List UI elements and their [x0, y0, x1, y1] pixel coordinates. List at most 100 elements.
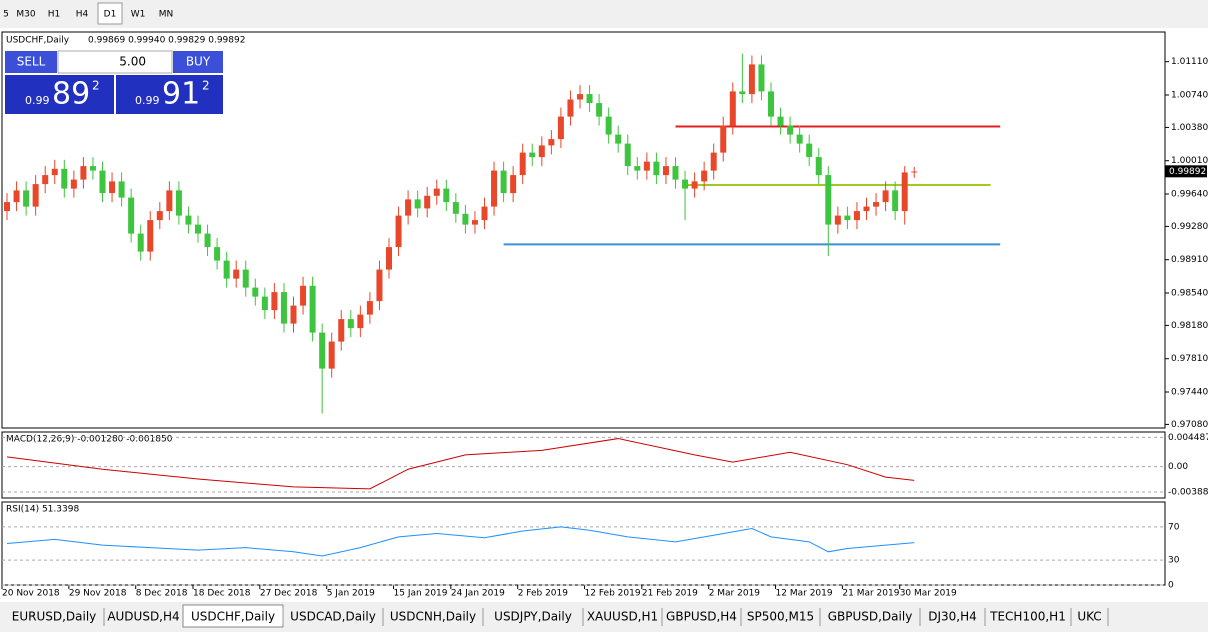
lots-value: 5.00 — [119, 55, 146, 69]
candle-body — [185, 215, 192, 225]
candle-body — [252, 287, 259, 297]
y-tick-label: 1.01110 — [1171, 57, 1208, 67]
tab[interactable]: USDJPY,Daily — [494, 610, 572, 624]
rsi-pane — [1, 501, 1166, 586]
period-button[interactable]: M30 — [16, 10, 35, 20]
candle-body — [796, 134, 803, 144]
candle-body — [223, 260, 230, 279]
candle-body — [596, 103, 603, 117]
sell-label: SELL — [17, 55, 46, 69]
candle-body — [643, 161, 650, 171]
x-tick-label: 30 Mar 2019 — [900, 589, 957, 599]
candle-body — [80, 166, 87, 180]
candle-body — [214, 247, 221, 261]
period-button[interactable]: H1 — [48, 10, 61, 20]
candle-body — [405, 199, 412, 216]
macd-tick-label: -0.003883 — [1168, 487, 1208, 497]
candle-body — [701, 170, 708, 182]
candle-body — [748, 64, 755, 95]
rsi-title: RSI(14) 51.3398 — [6, 505, 79, 515]
lots-input[interactable] — [57, 50, 173, 74]
candle-body — [99, 170, 106, 194]
period-button[interactable]: 5 — [3, 10, 9, 20]
candle-body — [768, 91, 774, 117]
x-tick-label: 24 Jan 2019 — [451, 589, 505, 599]
candle-body — [739, 91, 746, 95]
y-tick-label: 0.99280 — [1171, 222, 1208, 232]
y-tick-label: 0.99640 — [1171, 190, 1208, 200]
candle-body — [61, 168, 68, 189]
sell-button[interactable] — [5, 51, 57, 73]
candle-body — [634, 166, 641, 171]
tab[interactable]: DJ30,H4 — [928, 610, 977, 624]
x-tick-label: 2 Mar 2019 — [709, 589, 761, 599]
tab[interactable]: EURUSD,Daily — [12, 610, 97, 624]
tab[interactable]: GBPUSD,Daily — [828, 610, 913, 624]
candle-body — [424, 195, 431, 209]
tab[interactable]: XAUUSD,H1 — [587, 610, 658, 624]
tab[interactable]: TECH100,H1 — [989, 610, 1066, 624]
period-button[interactable]: W1 — [131, 10, 146, 20]
candle-body — [261, 296, 268, 311]
x-tick-label: 2 Feb 2019 — [518, 589, 569, 599]
candle-body — [691, 181, 698, 189]
candle-body — [548, 139, 555, 146]
candle-body — [500, 170, 507, 194]
candle-body — [118, 181, 125, 198]
macd-pane — [1, 431, 1166, 499]
candle-body — [844, 215, 851, 221]
candle-body — [873, 202, 880, 207]
period-active — [97, 2, 123, 25]
candle-body — [204, 233, 211, 248]
y-tick-label: 0.97810 — [1171, 354, 1208, 364]
tab[interactable]: AUDUSD,H4 — [107, 610, 179, 624]
tab[interactable]: SP500,M15 — [747, 610, 814, 624]
candle-body — [147, 220, 154, 252]
candle-body — [13, 190, 20, 203]
candle-body — [911, 171, 918, 173]
x-tick-label: 21 Feb 2019 — [642, 589, 698, 599]
tab[interactable]: USDCAD,Daily — [290, 610, 376, 624]
tab[interactable]: UKC — [1077, 610, 1101, 624]
candle-body — [109, 181, 116, 194]
buy-button[interactable] — [173, 51, 223, 73]
period-button[interactable]: MN — [159, 10, 174, 20]
candle-body — [863, 206, 870, 212]
period-button[interactable]: D1 — [104, 10, 117, 20]
candle-body — [128, 197, 135, 234]
tab[interactable]: USDCNH,Daily — [390, 610, 476, 624]
x-tick-label: 20 Nov 2018 — [2, 589, 60, 599]
candle-body — [901, 172, 908, 212]
bid-sup: 2 — [92, 79, 100, 93]
quote: 0.99869 0.99940 0.99829 0.99892 — [88, 36, 245, 46]
candle-body — [605, 116, 612, 135]
candle-body — [137, 233, 144, 252]
bid-box[interactable] — [5, 75, 114, 114]
candle-body — [529, 152, 536, 158]
rsi-tick-label: 30 — [1168, 556, 1180, 566]
tab[interactable]: GBPUSD,H4 — [666, 610, 737, 624]
ask-box[interactable] — [116, 75, 223, 114]
candle-body — [347, 319, 354, 329]
y-tick-label: 0.97080 — [1171, 420, 1208, 430]
candle-body — [300, 285, 307, 306]
candle-body — [271, 292, 278, 311]
y-tick-label: 0.98910 — [1171, 255, 1208, 265]
candle-body — [462, 213, 469, 225]
candle-body — [42, 175, 49, 185]
candle-body — [806, 143, 813, 158]
ask-prefix: 0.99 — [135, 94, 160, 107]
candle-body — [386, 247, 392, 270]
trade-panel: SELL 5.00 BUY 0.99 89 2 0.99 91 2 — [5, 50, 223, 114]
rsi-tick-label: 0 — [1168, 581, 1174, 591]
tab[interactable]: USDCHF,Daily — [191, 610, 275, 624]
candle-body — [720, 125, 727, 153]
candle-body — [787, 125, 794, 135]
candle-body — [32, 184, 39, 207]
y-tick-label: 0.97440 — [1171, 388, 1208, 398]
ask-big: 91 — [162, 77, 200, 112]
candle-body — [290, 305, 297, 324]
period-button[interactable]: H4 — [76, 10, 89, 20]
candle-body — [233, 269, 240, 279]
